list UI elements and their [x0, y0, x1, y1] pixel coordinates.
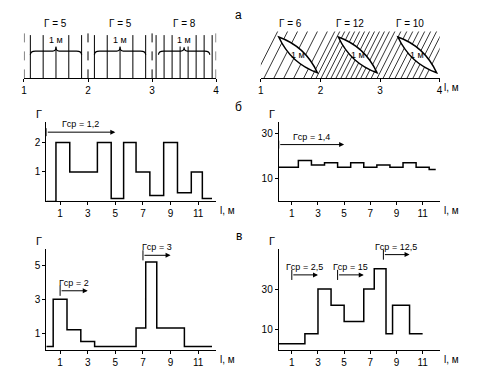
- svg-text:11: 11: [417, 208, 428, 219]
- svg-text:в: в: [236, 229, 242, 243]
- svg-text:1: 1: [289, 208, 295, 219]
- svg-text:1 м: 1 м: [177, 35, 191, 45]
- svg-text:Г = 5: Г = 5: [44, 18, 67, 29]
- svg-text:1: 1: [21, 85, 27, 96]
- svg-text:30: 30: [262, 128, 274, 139]
- svg-text:l, м: l, м: [444, 354, 459, 365]
- svg-text:1: 1: [258, 85, 264, 96]
- svg-text:1 м: 1 м: [410, 50, 424, 60]
- svg-text:3: 3: [315, 357, 321, 368]
- svg-text:7: 7: [368, 208, 374, 219]
- svg-text:7: 7: [140, 357, 146, 368]
- svg-text:Г = 8: Г = 8: [173, 18, 196, 29]
- svg-text:3: 3: [149, 85, 155, 96]
- svg-text:9: 9: [168, 357, 174, 368]
- svg-text:1: 1: [289, 357, 295, 368]
- svg-text:1 м: 1 м: [291, 50, 305, 60]
- svg-text:l, м: l, м: [220, 354, 235, 365]
- svg-text:б: б: [235, 100, 242, 114]
- svg-text:2: 2: [35, 137, 41, 148]
- svg-text:1: 1: [57, 208, 63, 219]
- svg-text:3: 3: [315, 208, 321, 219]
- svg-text:5: 5: [341, 357, 347, 368]
- svg-text:Гср = 2: Гср = 2: [59, 278, 89, 288]
- svg-text:2: 2: [318, 85, 324, 96]
- svg-text:3: 3: [35, 294, 41, 305]
- svg-text:1: 1: [35, 166, 41, 177]
- svg-text:l, м: l, м: [220, 205, 235, 216]
- svg-text:3: 3: [85, 357, 91, 368]
- svg-text:2: 2: [85, 85, 91, 96]
- svg-text:Гср = 3: Гср = 3: [142, 242, 172, 252]
- svg-text:11: 11: [193, 357, 204, 368]
- svg-text:7: 7: [140, 208, 146, 219]
- svg-text:1 м: 1 м: [113, 35, 127, 45]
- svg-text:9: 9: [394, 357, 400, 368]
- svg-text:9: 9: [394, 208, 400, 219]
- svg-text:10: 10: [262, 173, 274, 184]
- svg-text:30: 30: [262, 284, 274, 295]
- svg-text:5: 5: [113, 357, 119, 368]
- svg-text:Гср = 2,5: Гср = 2,5: [286, 262, 323, 272]
- svg-text:1: 1: [57, 357, 63, 368]
- svg-text:а: а: [235, 8, 242, 22]
- svg-text:1: 1: [35, 328, 41, 339]
- svg-text:Г = 6: Г = 6: [279, 18, 302, 29]
- svg-text:4: 4: [213, 85, 219, 96]
- svg-text:9: 9: [168, 208, 174, 219]
- svg-text:Г: Г: [269, 235, 275, 247]
- svg-text:Гср = 1,4: Гср = 1,4: [293, 132, 330, 142]
- svg-text:7: 7: [368, 357, 374, 368]
- svg-text:1 м: 1 м: [351, 50, 365, 60]
- svg-text:3: 3: [85, 208, 91, 219]
- svg-text:5: 5: [341, 208, 347, 219]
- svg-text:l, м: l, м: [444, 82, 459, 93]
- svg-text:Гср = 1,2: Гср = 1,2: [62, 119, 99, 129]
- svg-text:Г = 12: Г = 12: [336, 18, 364, 29]
- svg-text:Г = 10: Г = 10: [396, 18, 424, 29]
- svg-text:5: 5: [35, 260, 41, 271]
- svg-text:11: 11: [193, 208, 204, 219]
- svg-text:Гср = 15: Гср = 15: [333, 262, 368, 272]
- svg-text:Г: Г: [36, 108, 42, 120]
- svg-text:1 м: 1 м: [49, 35, 63, 45]
- svg-text:Г = 5: Г = 5: [109, 18, 132, 29]
- svg-text:l, м: l, м: [444, 205, 459, 216]
- svg-text:3: 3: [377, 85, 383, 96]
- svg-text:Г: Г: [36, 235, 42, 247]
- svg-text:4: 4: [437, 85, 443, 96]
- svg-text:10: 10: [262, 324, 274, 335]
- svg-text:11: 11: [417, 357, 428, 368]
- svg-text:Гср = 12,5: Гср = 12,5: [375, 242, 417, 252]
- svg-text:5: 5: [113, 208, 119, 219]
- svg-text:Г: Г: [269, 108, 275, 120]
